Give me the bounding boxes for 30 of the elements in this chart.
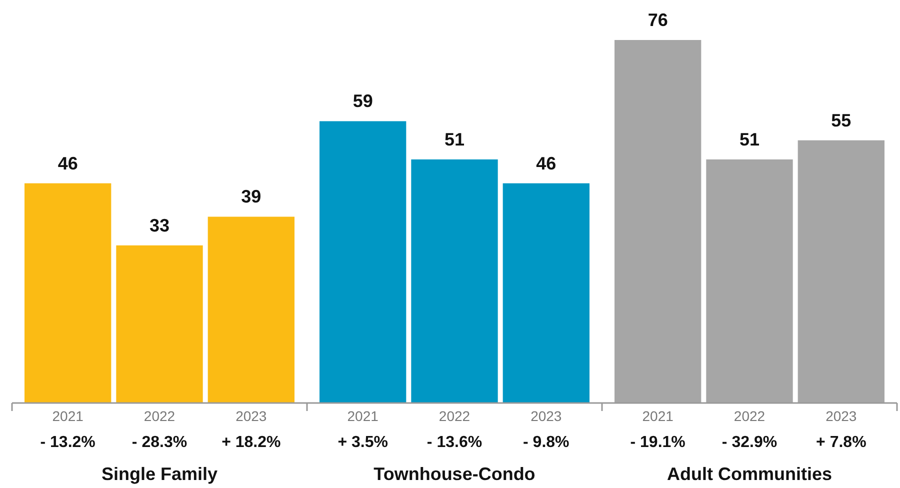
data-label: 33 [149, 215, 170, 236]
text: Adult Communities [667, 464, 832, 484]
data-label: 39 [241, 186, 262, 207]
text: - 13.6% [426, 434, 482, 451]
data-label: 46 [58, 153, 78, 174]
data-label: 76 [648, 10, 668, 30]
text: Single Family [101, 464, 218, 484]
x-tick-label: 2022 [144, 408, 176, 424]
text: - 19.1% [630, 434, 686, 451]
text: + 7.8% [816, 434, 866, 451]
x-tick-label: 2022 [734, 408, 766, 424]
x-tick-label: 2023 [826, 408, 857, 424]
x-tick-label: 2021 [52, 408, 84, 424]
data-label: 51 [739, 129, 760, 150]
text: Townhouse-Condo [374, 464, 536, 484]
data-label: 55 [831, 110, 852, 130]
x-tick-label: 2022 [438, 408, 470, 424]
x-tick-label: 2023 [236, 408, 267, 424]
x-tick-label: 2023 [530, 408, 562, 424]
text: + 18.2% [222, 434, 281, 451]
text: - 9.8% [523, 434, 570, 451]
data-label: 59 [352, 91, 373, 112]
data-label: 46 [536, 153, 556, 174]
text: - 13.2% [40, 434, 96, 451]
text: - 28.3% [132, 434, 188, 451]
x-tick-label: 2021 [347, 408, 379, 424]
text: + 3.5% [338, 434, 388, 451]
text: - 32.9% [722, 434, 778, 451]
x-tick-label: 2021 [642, 408, 674, 424]
data-label: 51 [444, 129, 465, 150]
